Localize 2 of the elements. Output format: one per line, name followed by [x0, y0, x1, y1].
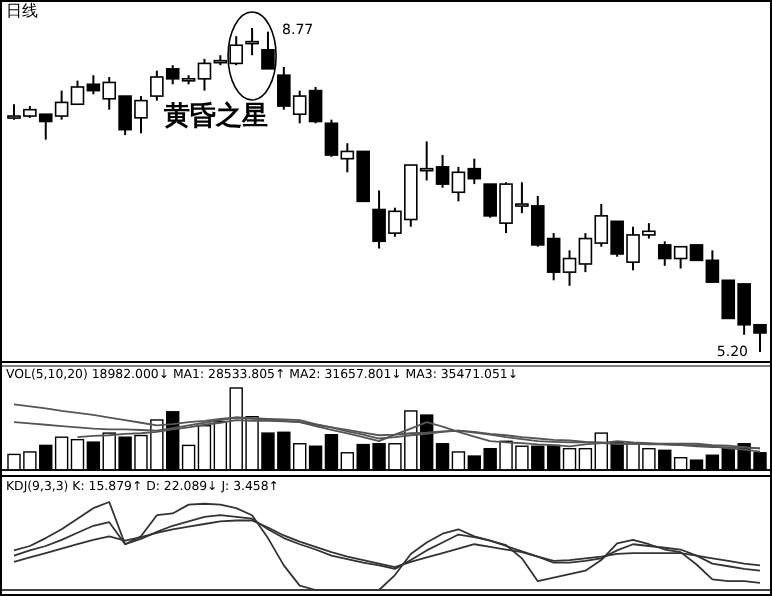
chart-title: 日线 [6, 2, 38, 20]
annotation: 黄昏之星 [162, 100, 268, 132]
